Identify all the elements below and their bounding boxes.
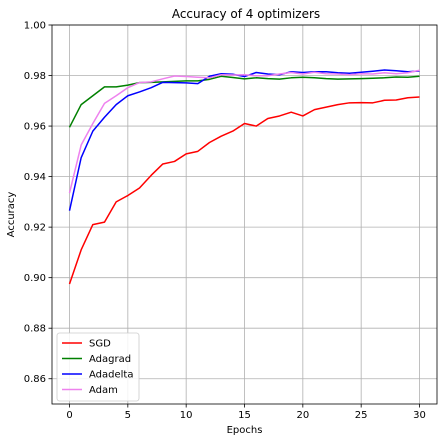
x-tick-label: 5 [125,410,131,421]
y-tick-label: 0.96 [24,122,46,133]
series-line-adagrad [68,75,420,128]
series-line-adam [68,69,420,194]
y-tick-label: 0.90 [24,273,46,284]
chart-title: Accuracy of 4 optimizers [172,7,320,21]
x-tick-label: 15 [238,410,251,421]
y-tick-label: 0.86 [24,374,46,385]
legend-label: SGD [89,339,111,350]
x-tick-label: 0 [66,410,72,421]
axis-ticks: 0 5 10 15 20 25 30 0.86 0.88 0.90 0.92 0.94 0.96 0.98… [24,21,426,422]
y-tick-label: 0.94 [24,172,46,183]
x-tick-label: 25 [355,410,368,421]
y-axis-label: Accuracy [6,192,17,238]
series-line-adadelta [68,69,420,211]
x-tick-label: 10 [180,410,193,421]
y-tick-label: 0.98 [24,71,46,82]
x-tick-label: 30 [413,410,426,421]
y-tick-label: 0.88 [24,324,46,335]
y-tick-label: 1.00 [24,21,46,32]
legend-box [56,332,140,402]
legend-label: Adam [89,385,118,396]
legend: SGD Adagrad Adadelta Adam [56,332,140,402]
legend-label: Adadelta [89,370,133,381]
series-line-sgd [68,96,420,285]
legend-label: Adagrad [89,354,131,365]
series-lines [68,69,420,285]
x-tick-label: 20 [296,410,309,421]
y-tick-label: 0.92 [24,223,46,234]
x-axis-label: Epochs [227,425,263,436]
